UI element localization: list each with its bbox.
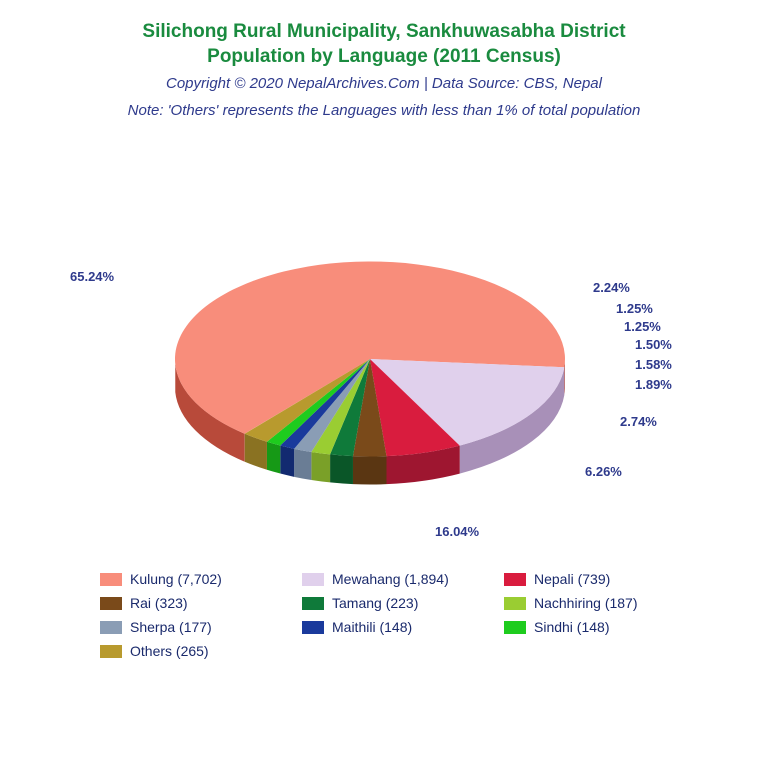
chart-subtitle: Copyright © 2020 NepalArchives.Com | Dat… <box>30 75 738 92</box>
pct-label: 1.25% <box>624 319 661 334</box>
legend-label: Maithili (148) <box>332 619 412 635</box>
legend-item-others: Others (265) <box>100 643 284 659</box>
legend-swatch <box>100 597 122 610</box>
legend-label: Mewahang (1,894) <box>332 571 449 587</box>
pie-slice-side-tamang <box>330 455 353 485</box>
legend-label: Nepali (739) <box>534 571 610 587</box>
legend-item-kulung: Kulung (7,702) <box>100 571 284 587</box>
chart-legend: Kulung (7,702) Mewahang (1,894) Nepali (73… <box>30 559 738 659</box>
legend-swatch <box>302 597 324 610</box>
legend-label: Sherpa (177) <box>130 619 212 635</box>
legend-swatch <box>504 573 526 586</box>
title-line-1: Silichong Rural Municipality, Sankhuwasa… <box>142 21 625 42</box>
legend-swatch <box>100 621 122 634</box>
pct-label: 2.74% <box>620 414 657 429</box>
pie-slice-side-maithili <box>280 446 294 477</box>
chart-note: Note: 'Others' represents the Languages … <box>30 102 738 119</box>
legend-item-rai: Rai (323) <box>100 595 284 611</box>
title-line-2: Population by Language (2011 Census) <box>207 46 561 67</box>
legend-item-nachhiring: Nachhiring (187) <box>504 595 688 611</box>
pie-chart <box>30 129 738 559</box>
pct-label: 1.58% <box>635 357 672 372</box>
legend-label: Rai (323) <box>130 595 188 611</box>
chart-container: Silichong Rural Municipality, Sankhuwasa… <box>0 0 768 768</box>
legend-label: Tamang (223) <box>332 595 418 611</box>
legend-label: Kulung (7,702) <box>130 571 222 587</box>
chart-title: Silichong Rural Municipality, Sankhuwasa… <box>30 20 738 69</box>
legend-swatch <box>504 597 526 610</box>
pie-slice-side-sherpa <box>294 449 311 480</box>
legend-swatch <box>302 621 324 634</box>
pie-slice-side-nachhiring <box>311 452 330 482</box>
legend-item-nepali: Nepali (739) <box>504 571 688 587</box>
legend-swatch <box>100 573 122 586</box>
legend-label: Nachhiring (187) <box>534 595 638 611</box>
legend-swatch <box>100 645 122 658</box>
legend-item-maithili: Maithili (148) <box>302 619 486 635</box>
pct-label: 6.26% <box>585 464 622 479</box>
pct-label: 65.24% <box>70 269 114 284</box>
legend-item-mewahang: Mewahang (1,894) <box>302 571 486 587</box>
pct-label: 1.89% <box>635 377 672 392</box>
legend-swatch <box>504 621 526 634</box>
legend-label: Sindhi (148) <box>534 619 610 635</box>
legend-item-sherpa: Sherpa (177) <box>100 619 284 635</box>
pie-slice-side-sindhi <box>267 442 280 474</box>
pie-chart-area: 65.24% 16.04% 6.26% 2.74% 1.89% 1.58% 1.50% 1.2… <box>30 129 738 559</box>
legend-item-tamang: Tamang (223) <box>302 595 486 611</box>
pct-label: 1.50% <box>635 337 672 352</box>
legend-item-sindhi: Sindhi (148) <box>504 619 688 635</box>
pct-label: 2.24% <box>593 280 630 295</box>
legend-swatch <box>302 573 324 586</box>
legend-label: Others (265) <box>130 643 209 659</box>
pct-label: 16.04% <box>435 524 479 539</box>
pct-label: 1.25% <box>616 301 653 316</box>
pie-slice-side-rai <box>353 457 387 485</box>
